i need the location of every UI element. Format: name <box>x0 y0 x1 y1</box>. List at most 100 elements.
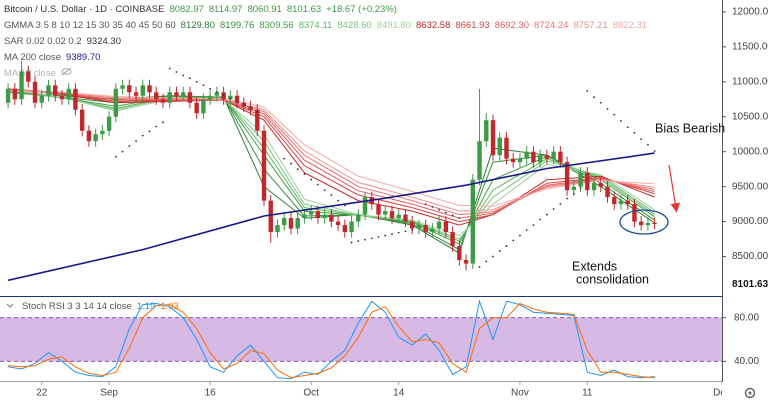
candle-body <box>174 92 179 96</box>
y-tick-label: 10000.00 <box>732 146 768 157</box>
price-panel <box>5 60 657 282</box>
candle-body <box>551 151 556 159</box>
indicator-readout: 1.03 <box>160 301 179 312</box>
sar-dot <box>444 211 447 214</box>
candle-body <box>383 211 388 215</box>
gear-center[interactable] <box>748 391 752 395</box>
candle-body <box>275 225 280 233</box>
indicator-readout: 8757.21 <box>573 20 608 31</box>
line <box>8 88 655 223</box>
indicator-readout: 9324.30 <box>86 36 121 47</box>
annotation: Extends <box>572 259 617 273</box>
sar-dot <box>620 120 622 122</box>
x-tick-label: 14 <box>393 388 405 399</box>
sar-dot <box>323 189 326 192</box>
candle-body <box>120 85 125 89</box>
sar-dot <box>370 237 373 240</box>
candle-body <box>632 204 637 222</box>
indicator-readout: 1.19 <box>136 301 156 312</box>
candle-body <box>187 92 193 103</box>
x-tick-label: 11 <box>582 388 593 399</box>
candle-body <box>443 221 449 233</box>
legend-row[interactable]: SAR 0.02 0.02 0.2 9324.30 <box>4 34 652 50</box>
candle-body <box>140 85 145 96</box>
collapse-icon[interactable] <box>6 303 14 308</box>
candle-body <box>335 221 341 226</box>
sar-dot <box>498 250 501 252</box>
candle-body <box>571 186 577 191</box>
annotation: Bias Bearish <box>655 121 725 135</box>
indicator-readout: 9389.70 <box>66 52 101 63</box>
candle-body <box>79 109 85 131</box>
line <box>8 88 655 226</box>
ohlc-readout: 8082.97 <box>169 4 204 15</box>
ohlc-readout: 8101.63 <box>286 4 322 15</box>
sar-dot <box>593 96 595 99</box>
sar-dot <box>215 91 218 94</box>
sar-dot <box>256 110 259 113</box>
x-tick-label: 22 <box>36 388 48 399</box>
sar-dot <box>559 203 562 206</box>
candle-body <box>113 88 119 117</box>
hidden-icon[interactable] <box>61 67 72 76</box>
sar-dot <box>431 206 434 208</box>
sar-dot <box>640 138 643 141</box>
stoch-legend: Stoch RSI 3 3 14 14 close 1.19 1.03 <box>22 299 184 315</box>
indicator-label: MA 50 close <box>4 68 56 79</box>
sar-dot <box>505 245 508 247</box>
sar-dot <box>519 234 521 237</box>
candle-body <box>106 116 112 131</box>
candle-body <box>288 218 294 229</box>
line <box>8 88 655 219</box>
candle-body <box>302 214 307 219</box>
candle-body <box>228 95 233 100</box>
candle-body <box>282 218 287 226</box>
candle-body <box>497 137 502 156</box>
sar-dot <box>242 104 245 107</box>
candle-body <box>180 92 186 96</box>
indicator-label: GMMA 3 5 8 10 12 15 30 35 40 45 50 60 <box>4 20 176 31</box>
legend-row[interactable]: MA 200 close 9389.70 <box>4 50 652 66</box>
candle-body <box>147 85 152 93</box>
gear[interactable] <box>744 387 756 399</box>
sar-dot <box>599 101 602 104</box>
sar-dot <box>478 266 481 268</box>
price-axis-bg <box>722 0 768 402</box>
sar-dot <box>357 240 360 243</box>
indicator-readout: 8491.80 <box>376 20 412 31</box>
sar-dot <box>128 145 131 148</box>
indicator-readout: 8309.56 <box>259 20 294 31</box>
sar-dot <box>391 233 393 236</box>
sar-dot <box>404 230 407 233</box>
candle-body <box>32 81 38 103</box>
indicator-readout: 8428.60 <box>337 20 372 31</box>
sar-dot <box>525 229 528 231</box>
candle-body <box>127 85 132 93</box>
x-tick-label: Oct <box>303 388 319 399</box>
candle-body <box>463 260 469 264</box>
indicator-readout: 8632.58 <box>416 20 451 31</box>
candle-body <box>160 99 166 103</box>
indicator-readout: 8822.31 <box>612 20 648 31</box>
sar-dot <box>290 162 292 165</box>
line <box>8 91 655 207</box>
candle-body <box>53 85 58 96</box>
legend-row[interactable]: GMMA 3 5 8 10 12 15 30 35 40 45 50 60 812… <box>4 18 652 34</box>
candle-body <box>618 200 624 205</box>
sar-dot <box>384 234 387 237</box>
candle-body <box>376 204 381 215</box>
candle-body <box>524 151 529 159</box>
candle-body <box>490 120 496 156</box>
sar-dot <box>195 80 198 83</box>
candle-body <box>625 200 630 205</box>
sar-dot <box>283 157 286 160</box>
candle-body <box>154 92 159 100</box>
sar-dot <box>209 87 212 90</box>
candle-body <box>167 92 172 103</box>
candle-body <box>295 218 300 229</box>
sar-dot <box>189 77 191 80</box>
candle-body <box>403 214 408 222</box>
settings-icon[interactable] <box>744 387 756 399</box>
legend-row[interactable]: MA 50 close <box>4 66 652 82</box>
